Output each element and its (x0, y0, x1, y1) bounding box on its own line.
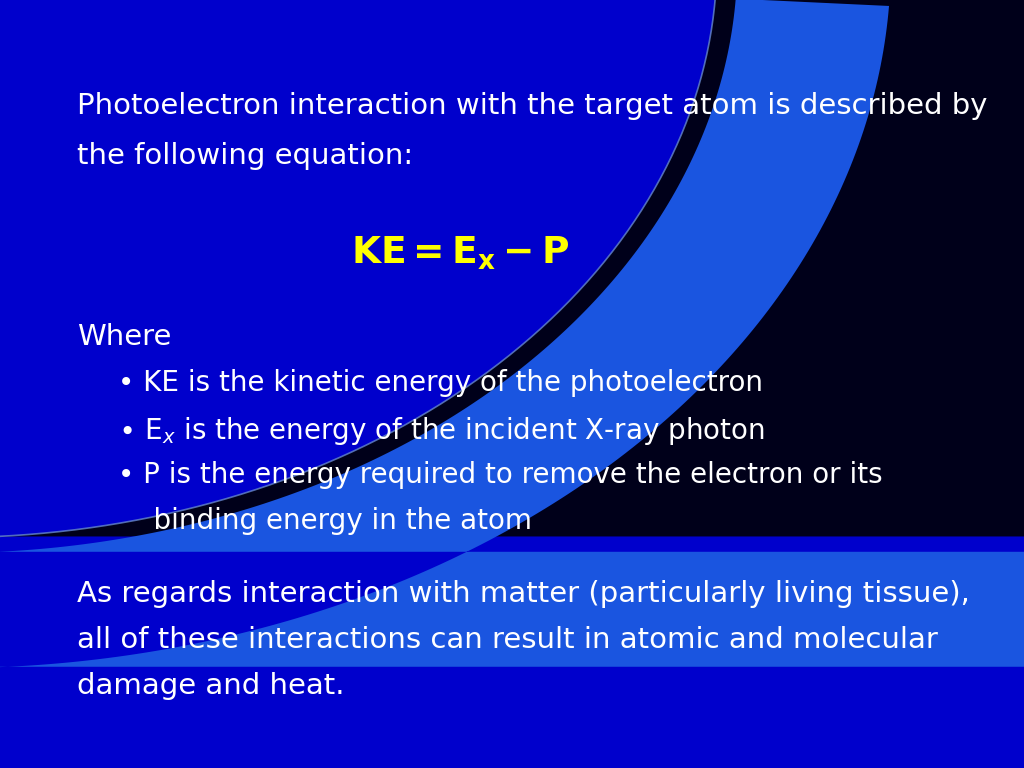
Text: As regards interaction with matter (particularly living tissue),: As regards interaction with matter (part… (77, 580, 970, 607)
Text: $\mathbf{KE = E_x - P}$: $\mathbf{KE = E_x - P}$ (351, 234, 570, 272)
Polygon shape (0, 0, 1024, 668)
Text: damage and heat.: damage and heat. (77, 672, 344, 700)
Polygon shape (0, 0, 1024, 537)
Text: Where: Where (77, 323, 171, 350)
Text: Photoelectron interaction with the target atom is described by: Photoelectron interaction with the targe… (77, 92, 987, 120)
Text: the following equation:: the following equation: (77, 142, 413, 170)
Text: $\bullet\ \mathrm{E}_x$ is the energy of the incident X-ray photon: $\bullet\ \mathrm{E}_x$ is the energy of… (118, 415, 765, 447)
Text: binding energy in the atom: binding energy in the atom (118, 507, 531, 535)
Text: • KE is the kinetic energy of the photoelectron: • KE is the kinetic energy of the photoe… (118, 369, 763, 396)
Text: • P is the energy required to remove the electron or its: • P is the energy required to remove the… (118, 461, 883, 488)
Text: all of these interactions can result in atomic and molecular: all of these interactions can result in … (77, 626, 938, 654)
